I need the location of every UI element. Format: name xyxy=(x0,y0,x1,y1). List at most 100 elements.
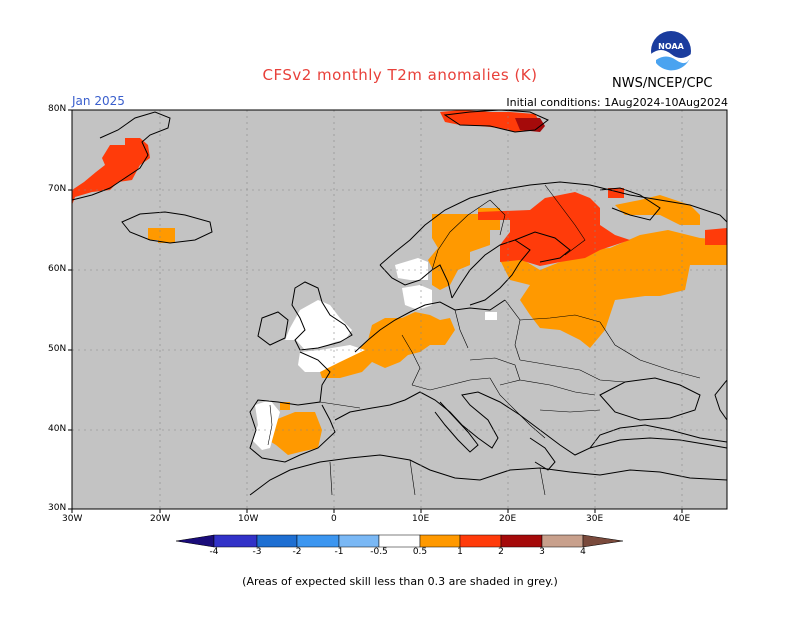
coast-baltic xyxy=(451,239,531,306)
lon-tick-10e: 10E xyxy=(412,514,430,524)
cell-orange-iceland xyxy=(148,228,175,243)
border-balkans xyxy=(489,377,546,439)
colorbar-label-6: 1 xyxy=(457,547,463,557)
coast-svalbard xyxy=(443,109,549,133)
lon-tick-40e: 40E xyxy=(673,514,691,524)
country-borders xyxy=(267,184,701,496)
cell-red-kola xyxy=(608,188,624,198)
map-background xyxy=(72,110,727,509)
coast-greece xyxy=(529,437,556,471)
border-ukraine xyxy=(519,359,626,383)
cell-orange-north-russia xyxy=(615,195,700,225)
coast-greenland xyxy=(71,111,171,201)
border-belarus xyxy=(519,314,601,323)
agency-label: NWS/NCEP/CPC xyxy=(612,76,713,91)
coast-norway-south xyxy=(379,264,453,299)
coast-africa xyxy=(249,454,728,496)
border-sweden-finland xyxy=(489,199,506,236)
cell-orange-portugal-north xyxy=(280,402,290,410)
cell-white-poland xyxy=(485,312,497,320)
forecast-month: Jan 2025 xyxy=(72,94,125,108)
colorbar-cell-2 xyxy=(256,534,298,548)
lon-tick-20w: 20W xyxy=(150,514,171,524)
colorbar-label-9: 4 xyxy=(580,547,586,557)
lat-tick-70n: 70N xyxy=(48,184,67,194)
cell-red-greenland xyxy=(72,138,150,205)
colorbar-label-0: -4 xyxy=(209,547,219,557)
lat-tick-60n: 60N xyxy=(48,264,67,274)
coast-ireland xyxy=(257,311,289,346)
colorbar-cell-9 xyxy=(541,534,584,548)
coast-turkey xyxy=(589,437,728,449)
map-frame xyxy=(71,109,728,510)
colorbar-cell-5 xyxy=(378,534,421,548)
colorbar-cell-8 xyxy=(500,534,543,548)
skill-caption: (Areas of expected skill less than 0.3 a… xyxy=(242,575,558,588)
cell-white-britain xyxy=(285,300,352,350)
colorbar-label-8: 3 xyxy=(539,547,545,557)
graticule xyxy=(72,110,727,509)
colorbar xyxy=(175,534,624,548)
coast-iceland xyxy=(121,211,213,244)
lat-tick-80n: 80N xyxy=(48,104,67,114)
lon-tick-10w: 10W xyxy=(238,514,259,524)
coast-scandinavia xyxy=(379,181,728,266)
coast-italy xyxy=(434,401,479,453)
anomaly-cells-white xyxy=(252,258,497,450)
lat-tick-50n: 50N xyxy=(48,344,67,354)
lat-tick-40n: 40N xyxy=(48,424,67,434)
colorbar-label-2: -2 xyxy=(292,547,302,557)
anomaly-cells-red xyxy=(72,110,727,266)
logo-text: NOAA xyxy=(658,42,684,51)
initial-conditions: Initial conditions: 1Aug2024-10Aug2024 xyxy=(506,96,728,109)
cell-orange-scandinavia xyxy=(428,208,500,290)
border-norway-sweden xyxy=(431,199,491,271)
coast-france-west xyxy=(297,351,331,406)
coast-black-sea xyxy=(599,377,701,421)
border-france-spain xyxy=(319,401,361,409)
colorbar-label-5: 0.5 xyxy=(412,547,428,557)
coast-continent-north xyxy=(354,299,506,353)
coast-kola xyxy=(599,187,661,221)
border-poland-east xyxy=(504,299,521,361)
coast-iberia xyxy=(249,399,336,463)
cell-orange-russia xyxy=(500,230,727,348)
cell-red-finland xyxy=(478,192,630,266)
colorbar-label-1: -3 xyxy=(252,547,262,557)
anomaly-cells-orange xyxy=(148,195,727,455)
noaa-logo: NOAA xyxy=(650,30,692,76)
cell-white-denmark xyxy=(402,285,432,310)
colorbar-cell-7 xyxy=(459,534,502,548)
lat-tick-30n: 30N xyxy=(48,503,67,513)
lon-tick-30e: 30E xyxy=(586,514,604,524)
cell-red-arctic-russia xyxy=(705,228,727,245)
colorbar-cell-3 xyxy=(296,534,340,548)
border-finland-russia xyxy=(544,184,586,256)
border-france-germany xyxy=(401,334,421,386)
border-romania xyxy=(519,379,596,396)
border-bulgaria xyxy=(539,409,601,413)
colorbar-cell-10 xyxy=(582,534,624,548)
cell-orange-spain xyxy=(268,412,322,455)
cell-white-norway-south xyxy=(395,258,428,280)
colorbar-cell-4 xyxy=(338,534,380,548)
colorbar-label-3: -1 xyxy=(334,547,344,557)
cell-red-svalbard xyxy=(440,110,540,132)
cell-white-iberia-west xyxy=(252,400,280,450)
map-title: CFSv2 monthly T2m anomalies (K) xyxy=(262,66,538,84)
border-spain-portugal xyxy=(267,404,273,446)
border-hungary xyxy=(469,357,521,386)
border-russia-ukraine xyxy=(599,321,701,379)
lon-tick-20e: 20E xyxy=(499,514,517,524)
cell-white-brittany xyxy=(298,345,365,372)
border-north-africa xyxy=(329,459,546,496)
lon-tick-30w: 30W xyxy=(62,514,83,524)
colorbar-label-4: -0.5 xyxy=(370,547,388,557)
border-germany-poland xyxy=(454,309,469,349)
coast-gulf-finland xyxy=(514,231,571,263)
coast-mediterranean-north xyxy=(334,391,728,456)
coastlines xyxy=(71,109,728,496)
colorbar-cell-0 xyxy=(175,534,215,548)
coast-britain xyxy=(291,281,353,351)
